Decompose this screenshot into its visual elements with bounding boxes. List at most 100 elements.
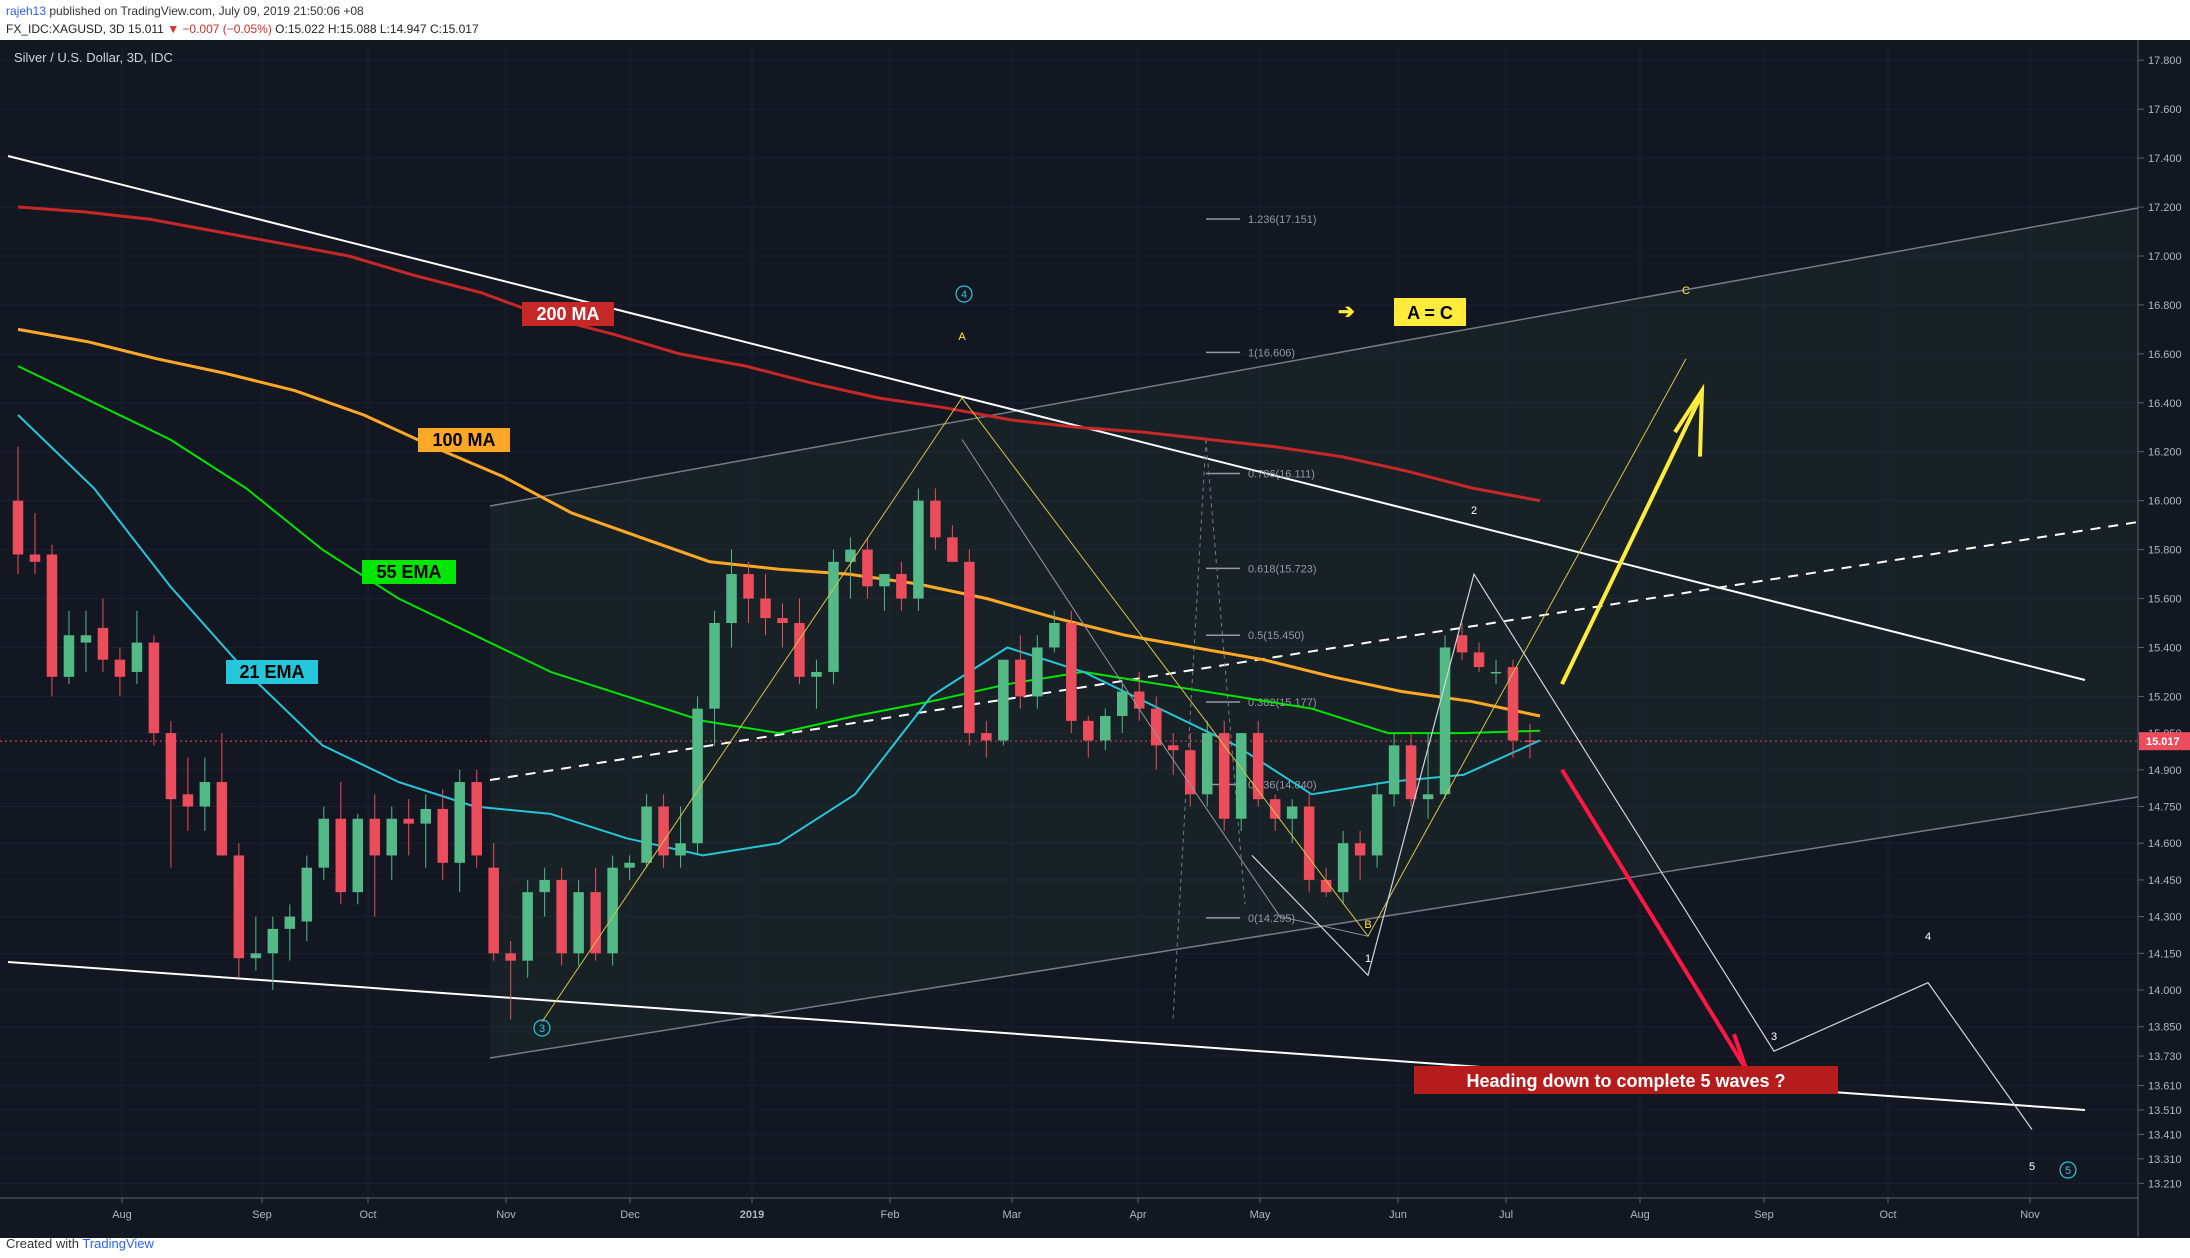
fib-level-label-0: 1.236(17.151) (1248, 214, 1317, 226)
fib-level-label-3: 0.618(15.723) (1248, 563, 1317, 575)
candle-body (1184, 750, 1196, 795)
channel-fill (490, 208, 2138, 1058)
candle-body (539, 879, 550, 893)
price-tick-label-25: 13.510 (2148, 1105, 2182, 1117)
price-chart[interactable]: 1.236(17.151) 1(16.606) 0.786(16.111) 0.618… (0, 40, 2190, 1238)
price-tick-label-10: 15.800 (2148, 545, 2182, 557)
price-change: ▼ −0.007 (−0.05%) (167, 22, 272, 36)
candle-body (1032, 647, 1043, 697)
candle-body (828, 561, 839, 672)
candle-body (794, 623, 805, 677)
fib-trend-left (1172, 439, 1207, 1020)
price-tick-label-20: 14.150 (2148, 948, 2182, 960)
circled-wave-label-3: 3 (539, 1023, 545, 1035)
ma-line-100-ma (17, 327, 1541, 718)
time-tick-label-15: Nov (2020, 1209, 2040, 1221)
price-tick-label-18: 14.450 (2148, 875, 2182, 887)
ma-line-55-ema (17, 365, 1541, 735)
price-tick-label-22: 13.850 (2148, 1022, 2182, 1034)
abc-wave (541, 358, 1687, 1023)
heading-down-label: Heading down to complete 5 waves ? (1466, 1071, 1785, 1091)
fibonacci-retracement: 1.236(17.151) 1(16.606) 0.786(16.111) 0.618… (1172, 214, 1317, 1020)
candle-body (1133, 691, 1145, 709)
channel-upper (489, 207, 2139, 507)
tradingview-logo[interactable]: TradingView (82, 1236, 154, 1251)
chart-labels: 200 MA 100 MA 55 EMA 21 EMA A B C 1 2 3 4 5 3 4 5 ➔ A = … (226, 285, 2077, 1179)
symbol-line: FX_IDC:XAGUSD, 3D 15.011 ▼ −0.007 (−0.05… (6, 22, 479, 36)
candle-body (216, 782, 228, 856)
indicator-tag-label-3: 21 EMA (239, 662, 304, 682)
candle-body (301, 867, 313, 922)
candle-body (556, 879, 567, 954)
candle-body (658, 806, 669, 856)
price-tick-label-21: 14.000 (2148, 985, 2182, 997)
price-axis[interactable]: 17.800 17.600 17.400 17.200 17.000 16.800 16.6… (2138, 55, 2190, 1190)
candle-body (777, 618, 788, 623)
candle-body (1201, 733, 1213, 795)
candle-body (947, 537, 958, 562)
price-tick-label-11: 15.600 (2148, 594, 2182, 606)
candle-body (879, 574, 890, 587)
candle-body (1388, 745, 1400, 795)
time-tick-label-7: Mar (1003, 1209, 1022, 1221)
candle-body (165, 733, 177, 800)
candle-body (1303, 806, 1315, 880)
wave-label-1: 1 (1365, 953, 1371, 965)
time-tick-label-5: 2019 (740, 1209, 764, 1221)
author-link[interactable]: rajeh13 (6, 4, 47, 18)
price-tick-label-23: 13.730 (2148, 1051, 2182, 1063)
candle-body (1235, 733, 1247, 819)
price-tick-label-2: 17.400 (2148, 153, 2182, 165)
candle-body (1066, 623, 1077, 721)
circled-wave-5 (2059, 1161, 2077, 1179)
candle-body (267, 928, 279, 954)
candle-body (1150, 708, 1162, 746)
fib-level-label-4: 0.5(15.450) (1248, 630, 1304, 642)
price-tick-label-8: 16.200 (2148, 447, 2182, 459)
time-axis[interactable]: Aug Sep Oct Nov Dec 2019 Feb Mar Apr May Jun Jul Aug… (0, 1197, 2138, 1221)
candle-body (981, 733, 992, 741)
candle-body (454, 782, 465, 863)
time-tick-label-1: Sep (252, 1209, 272, 1221)
circled-wave-4 (955, 285, 973, 303)
time-tick-label-4: Dec (620, 1209, 640, 1221)
candle-body (590, 892, 601, 954)
publish-line: rajeh13 published on TradingView.com, Ju… (6, 4, 364, 18)
indicator-tag-label-2: 55 EMA (376, 562, 441, 582)
candle-body (199, 782, 211, 807)
candle-body (760, 598, 771, 619)
candle-body (505, 953, 516, 961)
wave-label-C: C (1682, 285, 1690, 297)
candle-body (1015, 659, 1026, 697)
ma-line-21-ema (17, 414, 1541, 857)
last-price-label: 15.017 (2146, 736, 2180, 748)
candle-body (1507, 667, 1519, 741)
a-equals-c-bg (1394, 298, 1466, 326)
candle-body (131, 642, 143, 672)
indicator-tag-label-0: 200 MA (536, 304, 599, 324)
time-tick-label-6: Feb (881, 1209, 900, 1221)
price-channel (489, 207, 2139, 1059)
wave-lines (541, 358, 2033, 1130)
price-tick-label-28: 13.210 (2148, 1178, 2182, 1190)
candle-body (573, 892, 584, 954)
candle-body (318, 818, 330, 868)
price-tick-label-16: 14.750 (2148, 802, 2182, 814)
channel-midline (489, 521, 2139, 781)
fib-level-label-2: 0.786(16.111) (1248, 469, 1315, 481)
candle-body (1337, 843, 1349, 893)
time-tick-label-9: May (1250, 1209, 1271, 1221)
chart-header: rajeh13 published on TradingView.com, Ju… (0, 0, 2190, 40)
chart-background (0, 40, 2190, 1238)
candle-body (1100, 715, 1111, 741)
price-tick-label-17: 14.600 (2148, 838, 2182, 850)
candle-body (1167, 745, 1179, 751)
circled-wave-label-5: 5 (2065, 1165, 2071, 1177)
fib-level-label-1: 1(16.606) (1248, 347, 1295, 359)
candle-body (1490, 671, 1502, 674)
candle-body (964, 561, 975, 734)
price-tick-label-12: 15.400 (2148, 642, 2182, 654)
price-tick-label-4: 17.000 (2148, 251, 2182, 263)
candle-body (63, 635, 75, 677)
candle-body (896, 574, 907, 599)
